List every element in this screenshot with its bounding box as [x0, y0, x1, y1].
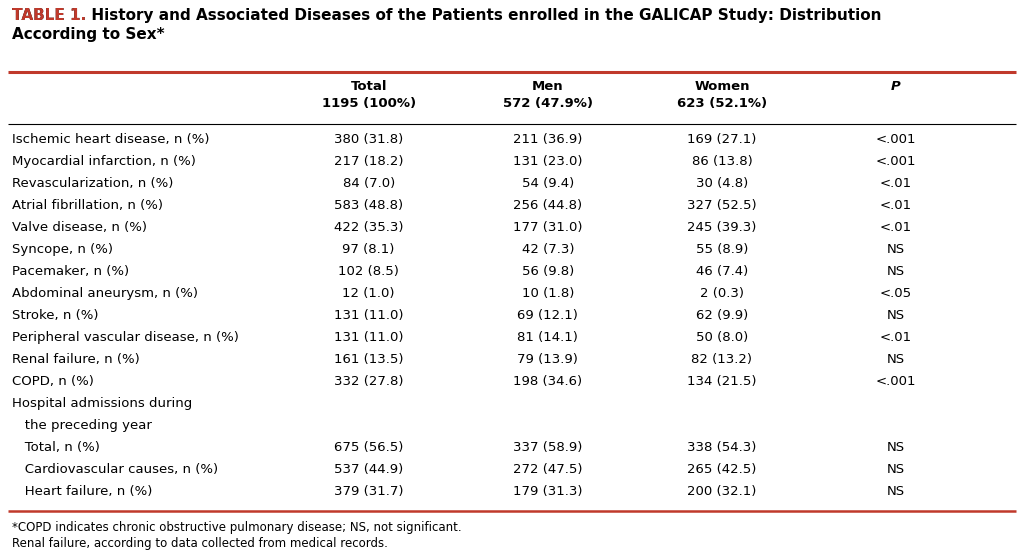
Text: NS: NS [887, 485, 905, 498]
Text: Ischemic heart disease, n (%): Ischemic heart disease, n (%) [12, 133, 210, 146]
Text: 84 (7.0): 84 (7.0) [342, 177, 395, 190]
Text: 217 (18.2): 217 (18.2) [334, 155, 403, 168]
Text: 134 (21.5): 134 (21.5) [687, 375, 757, 388]
Text: 131 (23.0): 131 (23.0) [513, 155, 583, 168]
Text: Renal failure, n (%): Renal failure, n (%) [12, 353, 139, 366]
Text: 42 (7.3): 42 (7.3) [521, 243, 574, 256]
Text: 10 (1.8): 10 (1.8) [521, 287, 574, 300]
Text: Stroke, n (%): Stroke, n (%) [12, 309, 98, 322]
Text: NS: NS [887, 243, 905, 256]
Text: 379 (31.7): 379 (31.7) [334, 485, 403, 498]
Text: Abdominal aneurysm, n (%): Abdominal aneurysm, n (%) [12, 287, 198, 300]
Text: 81 (14.1): 81 (14.1) [517, 331, 579, 344]
Text: Peripheral vascular disease, n (%): Peripheral vascular disease, n (%) [12, 331, 239, 344]
Text: 537 (44.9): 537 (44.9) [334, 463, 403, 476]
Text: Syncope, n (%): Syncope, n (%) [12, 243, 113, 256]
Text: 332 (27.8): 332 (27.8) [334, 375, 403, 388]
Text: <.01: <.01 [880, 177, 912, 190]
Text: COPD, n (%): COPD, n (%) [12, 375, 94, 388]
Text: P: P [891, 80, 901, 93]
Text: <.01: <.01 [880, 221, 912, 234]
Text: 583 (48.8): 583 (48.8) [334, 199, 403, 212]
Text: 169 (27.1): 169 (27.1) [687, 133, 757, 146]
Text: 179 (31.3): 179 (31.3) [513, 485, 583, 498]
Text: <.001: <.001 [876, 375, 916, 388]
Text: 200 (32.1): 200 (32.1) [687, 485, 757, 498]
Text: Men: Men [532, 80, 563, 93]
Text: 161 (13.5): 161 (13.5) [334, 353, 403, 366]
Text: 623 (52.1%): 623 (52.1%) [677, 97, 767, 110]
Text: 12 (1.0): 12 (1.0) [342, 287, 395, 300]
Text: 327 (52.5): 327 (52.5) [687, 199, 757, 212]
Text: Atrial fibrillation, n (%): Atrial fibrillation, n (%) [12, 199, 163, 212]
Text: 50 (8.0): 50 (8.0) [695, 331, 749, 344]
Text: 30 (4.8): 30 (4.8) [695, 177, 749, 190]
Text: <.05: <.05 [880, 287, 912, 300]
Text: NS: NS [887, 463, 905, 476]
Text: 211 (36.9): 211 (36.9) [513, 133, 583, 146]
Text: 46 (7.4): 46 (7.4) [695, 265, 749, 278]
Text: Revascularization, n (%): Revascularization, n (%) [12, 177, 173, 190]
Text: 62 (9.9): 62 (9.9) [695, 309, 749, 322]
Text: 97 (8.1): 97 (8.1) [342, 243, 395, 256]
Text: 82 (13.2): 82 (13.2) [691, 353, 753, 366]
Text: 675 (56.5): 675 (56.5) [334, 441, 403, 454]
Text: NS: NS [887, 265, 905, 278]
Text: Total, n (%): Total, n (%) [12, 441, 100, 454]
Text: Hospital admissions during: Hospital admissions during [12, 397, 193, 410]
Text: 572 (47.9%): 572 (47.9%) [503, 97, 593, 110]
Text: Valve disease, n (%): Valve disease, n (%) [12, 221, 147, 234]
Text: <.01: <.01 [880, 331, 912, 344]
Text: *COPD indicates chronic obstructive pulmonary disease; NS, not significant.: *COPD indicates chronic obstructive pulm… [12, 521, 462, 534]
Text: 337 (58.9): 337 (58.9) [513, 441, 583, 454]
Text: <.001: <.001 [876, 133, 916, 146]
Text: 131 (11.0): 131 (11.0) [334, 309, 403, 322]
Text: 86 (13.8): 86 (13.8) [691, 155, 753, 168]
Text: 272 (47.5): 272 (47.5) [513, 463, 583, 476]
Text: TABLE 1.: TABLE 1. [12, 8, 86, 23]
Text: 55 (8.9): 55 (8.9) [695, 243, 749, 256]
Text: 380 (31.8): 380 (31.8) [334, 133, 403, 146]
Text: 79 (13.9): 79 (13.9) [517, 353, 579, 366]
Text: Cardiovascular causes, n (%): Cardiovascular causes, n (%) [12, 463, 218, 476]
Text: Renal failure, according to data collected from medical records.: Renal failure, according to data collect… [12, 537, 388, 550]
Text: NS: NS [887, 309, 905, 322]
Text: Women: Women [694, 80, 750, 93]
Text: Pacemaker, n (%): Pacemaker, n (%) [12, 265, 129, 278]
Text: 102 (8.5): 102 (8.5) [338, 265, 399, 278]
Text: 56 (9.8): 56 (9.8) [521, 265, 574, 278]
Text: 198 (34.6): 198 (34.6) [513, 375, 583, 388]
Text: 338 (54.3): 338 (54.3) [687, 441, 757, 454]
Text: TABLE 1. History and Associated Diseases of the Patients enrolled in the GALICAP: TABLE 1. History and Associated Diseases… [12, 8, 882, 41]
Text: <.01: <.01 [880, 199, 912, 212]
Text: 245 (39.3): 245 (39.3) [687, 221, 757, 234]
Text: Total: Total [350, 80, 387, 93]
Text: 422 (35.3): 422 (35.3) [334, 221, 403, 234]
Text: 177 (31.0): 177 (31.0) [513, 221, 583, 234]
Text: NS: NS [887, 441, 905, 454]
Text: <.001: <.001 [876, 155, 916, 168]
Text: 265 (42.5): 265 (42.5) [687, 463, 757, 476]
Text: the preceding year: the preceding year [12, 419, 152, 432]
Text: NS: NS [887, 353, 905, 366]
Text: 2 (0.3): 2 (0.3) [700, 287, 743, 300]
Text: Myocardial infarction, n (%): Myocardial infarction, n (%) [12, 155, 196, 168]
Text: 1195 (100%): 1195 (100%) [322, 97, 416, 110]
Text: 69 (12.1): 69 (12.1) [517, 309, 579, 322]
Text: Heart failure, n (%): Heart failure, n (%) [12, 485, 153, 498]
Text: 54 (9.4): 54 (9.4) [521, 177, 574, 190]
Text: 256 (44.8): 256 (44.8) [513, 199, 583, 212]
Text: 131 (11.0): 131 (11.0) [334, 331, 403, 344]
